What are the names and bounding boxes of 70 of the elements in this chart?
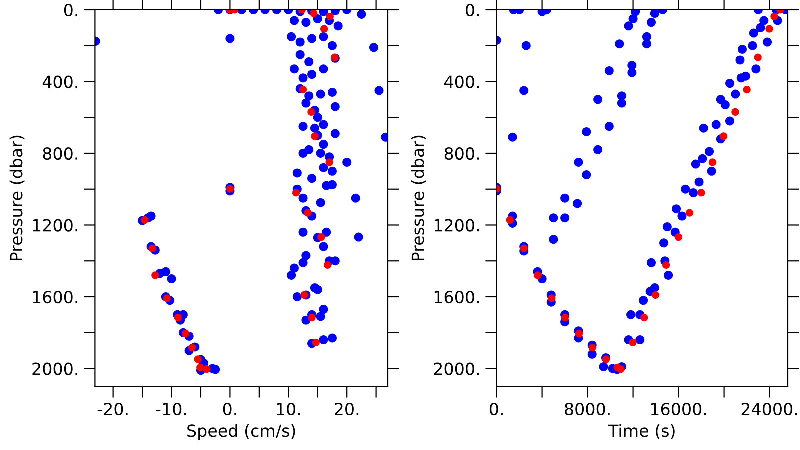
point	[318, 233, 326, 242]
x-axis-title: Time (s)	[608, 424, 675, 440]
point	[299, 86, 308, 94]
point	[312, 338, 320, 347]
point	[534, 272, 542, 280]
x-tick-label: 20.	[335, 402, 359, 416]
y-tick-label: 0.	[64, 4, 78, 17]
point	[148, 244, 156, 252]
y-tick-label: 2000.	[434, 362, 480, 376]
y-tick-label: 2000.	[32, 362, 78, 376]
x-tick-label: 0.	[223, 402, 236, 416]
x-tick-label: 0.	[490, 402, 503, 416]
point	[304, 209, 312, 217]
point	[674, 233, 682, 242]
y-axis-title: Pressure (dbar)	[411, 136, 426, 261]
point	[548, 294, 556, 302]
point	[520, 244, 528, 252]
point	[152, 272, 160, 280]
y-tick-label: 1600.	[434, 290, 480, 304]
y-tick-label: 800.	[43, 147, 78, 160]
point	[698, 189, 706, 197]
x-axis-title: Speed (cm/s)	[188, 424, 296, 440]
point	[617, 365, 625, 374]
point	[766, 25, 774, 33]
y-tick-label: 1200.	[33, 219, 78, 232]
point	[308, 108, 316, 116]
point	[575, 330, 584, 338]
point	[732, 108, 740, 116]
point	[708, 158, 716, 166]
point	[196, 364, 204, 372]
point	[561, 314, 569, 322]
y-tick-label: 0.	[466, 4, 480, 17]
point	[652, 291, 660, 300]
point	[324, 261, 332, 270]
x-tick-label: 8000.	[565, 402, 610, 416]
y-axis-title: Pressure (dbar)	[10, 136, 25, 261]
x-tick-label: -20.	[98, 402, 128, 416]
y-tick-label: 1600.	[33, 290, 78, 304]
x-tick-label: -10.	[156, 402, 186, 416]
point	[141, 216, 149, 224]
point	[292, 189, 300, 197]
point	[720, 132, 728, 140]
point	[311, 132, 319, 140]
x-tick-label: 10.	[277, 402, 300, 416]
y-tick-label: 1200.	[434, 219, 480, 232]
y-tick-label: 400.	[444, 76, 480, 88]
point	[300, 291, 308, 300]
point	[662, 261, 670, 270]
point	[686, 209, 694, 217]
point	[308, 314, 316, 322]
y-tick-label: 400.	[42, 76, 78, 88]
point	[602, 356, 610, 364]
point	[194, 356, 202, 364]
point	[743, 86, 751, 94]
point	[326, 158, 334, 166]
point	[506, 216, 514, 224]
point	[629, 338, 637, 347]
x-tick-label: 16000.	[651, 402, 706, 416]
point	[182, 330, 190, 338]
point	[203, 365, 211, 374]
point	[174, 314, 182, 322]
point	[188, 344, 196, 352]
point	[770, 12, 778, 20]
y-tick-label: 800.	[444, 147, 480, 160]
point	[320, 25, 328, 33]
point	[640, 314, 648, 322]
point	[754, 54, 762, 62]
point	[326, 12, 334, 20]
x-tick-label: 24000.	[742, 402, 798, 416]
point	[588, 344, 596, 352]
